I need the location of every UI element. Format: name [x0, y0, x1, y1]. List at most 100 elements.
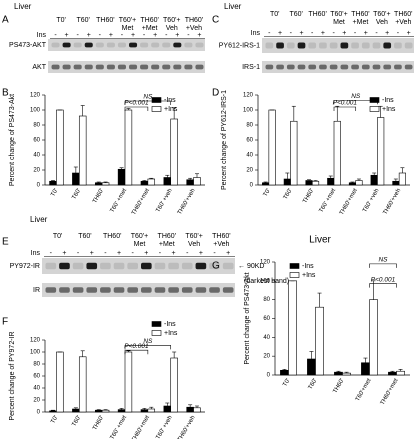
tissue-label: Liver: [14, 2, 32, 11]
y-tick-label: 100: [243, 108, 254, 114]
lane-header: T60'+: [163, 17, 181, 24]
ins-label: Ins: [251, 30, 261, 37]
legend-label: +Ins: [164, 330, 178, 337]
blot-band: [195, 64, 204, 70]
x-tick-label: T60' +veh: [155, 415, 173, 439]
lane-header: TH60': [96, 17, 114, 24]
blot-band: [154, 287, 166, 293]
legend-swatch: [151, 321, 162, 327]
blot-band: [84, 64, 93, 70]
bar: [305, 180, 313, 186]
blot-band: [117, 64, 126, 70]
tissue-label: Liver: [30, 215, 48, 224]
blot-band: [297, 42, 306, 49]
bar: [262, 182, 270, 186]
blot-band: [73, 64, 82, 70]
bar: [315, 306, 324, 376]
ins-sign: +: [172, 250, 176, 257]
blot-label: AKT: [32, 64, 46, 71]
blot-band: [72, 287, 84, 293]
blot-band: [168, 262, 179, 270]
blot-band: [329, 42, 338, 49]
y-axis-label: Percent change of PS473-Akt: [9, 94, 16, 186]
blot-band: [59, 287, 70, 293]
panel-letter: B: [2, 88, 9, 99]
ins-sign: +: [62, 250, 66, 257]
lane-header: +Met: [159, 241, 175, 248]
y-tick-label: 0: [267, 373, 271, 379]
blot-band: [45, 287, 57, 293]
ins-sign: -: [375, 30, 378, 37]
ins-sign: +: [65, 32, 69, 39]
x-tick-label: T0': [50, 415, 59, 425]
bar: [193, 177, 201, 186]
bar: [361, 362, 370, 376]
marker-label: ← 90KD: [238, 263, 264, 270]
lane-header: +Veh: [213, 241, 229, 248]
x-tick-label: T60' +met: [110, 415, 129, 439]
blot-label: PY972-IR: [10, 263, 40, 270]
bar: [78, 356, 87, 413]
lane-header: Veh: [166, 25, 178, 32]
lane-header: TH60': [394, 11, 412, 18]
blot-band: [141, 287, 152, 293]
annotation: P<0.001: [124, 100, 149, 107]
blot-band: [351, 42, 359, 49]
lane-header: +Met: [353, 19, 369, 26]
blot-band: [62, 64, 71, 70]
legend-label: +Ins: [164, 106, 178, 113]
lane-header: Met: [134, 241, 146, 248]
blot-label: IR: [33, 287, 40, 294]
legend-swatch: [151, 97, 162, 103]
bar: [342, 372, 351, 376]
blot: [42, 283, 235, 297]
ins-sign: -: [290, 30, 293, 37]
ins-sign: -: [159, 250, 162, 257]
ins-sign: -: [332, 30, 335, 37]
bar: [147, 408, 156, 413]
blot-band: [168, 287, 179, 293]
blot-band: [319, 64, 327, 70]
bar: [396, 370, 405, 376]
legend-swatch: [289, 272, 300, 278]
ins-sign: -: [99, 32, 102, 39]
lane-header: T60': [78, 233, 91, 240]
lane-header: Met: [333, 19, 345, 26]
ins-sign: -: [104, 250, 107, 257]
legend-label: +Ins: [302, 272, 316, 279]
blot: [48, 61, 205, 73]
y-tick-label: 60: [33, 374, 40, 380]
blot-band: [45, 262, 57, 270]
blot-band: [195, 262, 207, 270]
lane-header: T60': [77, 17, 90, 24]
bar: [101, 409, 110, 413]
blot-band: [265, 64, 274, 70]
bar: [311, 180, 320, 186]
blot-band: [73, 42, 82, 48]
ins-sign: -: [311, 30, 314, 37]
blot-band: [151, 64, 160, 70]
ins-sign: -: [50, 250, 53, 257]
legend-label: -Ins: [382, 97, 394, 104]
ins-label: Ins: [31, 250, 41, 257]
bar: [94, 182, 103, 186]
blot-band: [195, 42, 204, 48]
lane-header: TH60': [140, 17, 158, 24]
bracket: [124, 106, 149, 111]
blot-band: [86, 262, 98, 270]
blot-band: [184, 64, 193, 70]
x-tick-label: T60': [283, 188, 294, 201]
bar: [117, 409, 126, 413]
blot-band: [51, 42, 60, 48]
blot-band: [62, 42, 71, 48]
panel-letter: G: [212, 261, 220, 272]
x-tick-label: TH60'+met: [131, 415, 151, 439]
ins-sign: -: [213, 250, 216, 257]
bar: [369, 299, 378, 376]
ins-sign: -: [143, 32, 146, 39]
x-tick-label: TH60'+met: [380, 378, 400, 407]
x-tick-label: TH60': [92, 188, 105, 205]
blot-band: [340, 64, 349, 70]
bar: [124, 109, 133, 186]
x-tick-label: T60'+met: [355, 378, 373, 403]
